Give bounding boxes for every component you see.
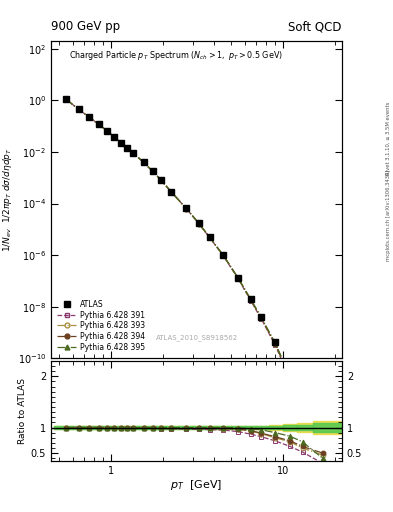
Text: 900 GeV pp: 900 GeV pp	[51, 20, 120, 33]
Text: ATLAS_2010_S8918562: ATLAS_2010_S8918562	[156, 334, 237, 341]
Y-axis label: $1/N_{ev}$  $1/2\pi p_T$ $d\sigma/d\eta dp_T$: $1/N_{ev}$ $1/2\pi p_T$ $d\sigma/d\eta d…	[1, 147, 14, 252]
Text: Soft QCD: Soft QCD	[288, 20, 342, 33]
Y-axis label: Ratio to ATLAS: Ratio to ATLAS	[18, 378, 27, 444]
Text: Charged Particle $p_T$ Spectrum ($N_{ch} > 1,\ p_T > 0.5$ GeV): Charged Particle $p_T$ Spectrum ($N_{ch}…	[68, 49, 283, 62]
Legend: ATLAS, Pythia 6.428 391, Pythia 6.428 393, Pythia 6.428 394, Pythia 6.428 395: ATLAS, Pythia 6.428 391, Pythia 6.428 39…	[55, 297, 147, 355]
Text: mcplots.cern.ch [arXiv:1306.3436]: mcplots.cern.ch [arXiv:1306.3436]	[386, 169, 391, 261]
X-axis label: $p_T$  [GeV]: $p_T$ [GeV]	[171, 478, 222, 493]
Text: Rivet 3.1.10, ≥ 3.5M events: Rivet 3.1.10, ≥ 3.5M events	[386, 101, 391, 175]
